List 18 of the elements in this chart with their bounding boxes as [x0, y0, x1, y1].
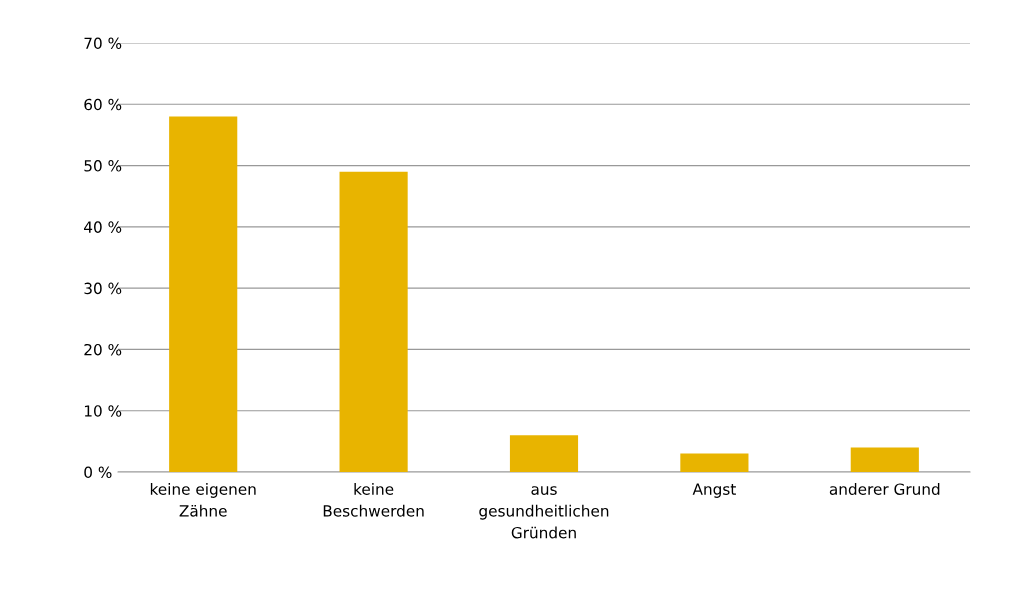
bar [509, 435, 579, 472]
y-tick-label: 70 % [84, 37, 122, 50]
x-tick-label: Angst [692, 483, 736, 498]
x-tick-label: aus gesundheitlichen Gründen [479, 486, 609, 539]
y-tick-label: 0 % [84, 466, 112, 479]
x-tick-label: anderer Grund [829, 483, 940, 495]
bar [339, 171, 408, 472]
y-tick-label: 50 % [84, 160, 122, 172]
y-tick-label: 10 % [84, 405, 122, 417]
x-tick-label: keine eigenen Zähne [150, 483, 256, 517]
bar [850, 447, 919, 472]
x-tick-label: keine Beschwerden [323, 483, 424, 517]
y-tick-label: 20 % [84, 343, 122, 356]
y-tick-label: 30 % [84, 282, 122, 295]
bar [680, 453, 749, 472]
y-tick-label: 40 % [84, 221, 122, 233]
bar [169, 116, 238, 472]
y-tick-label: 60 % [84, 98, 122, 111]
